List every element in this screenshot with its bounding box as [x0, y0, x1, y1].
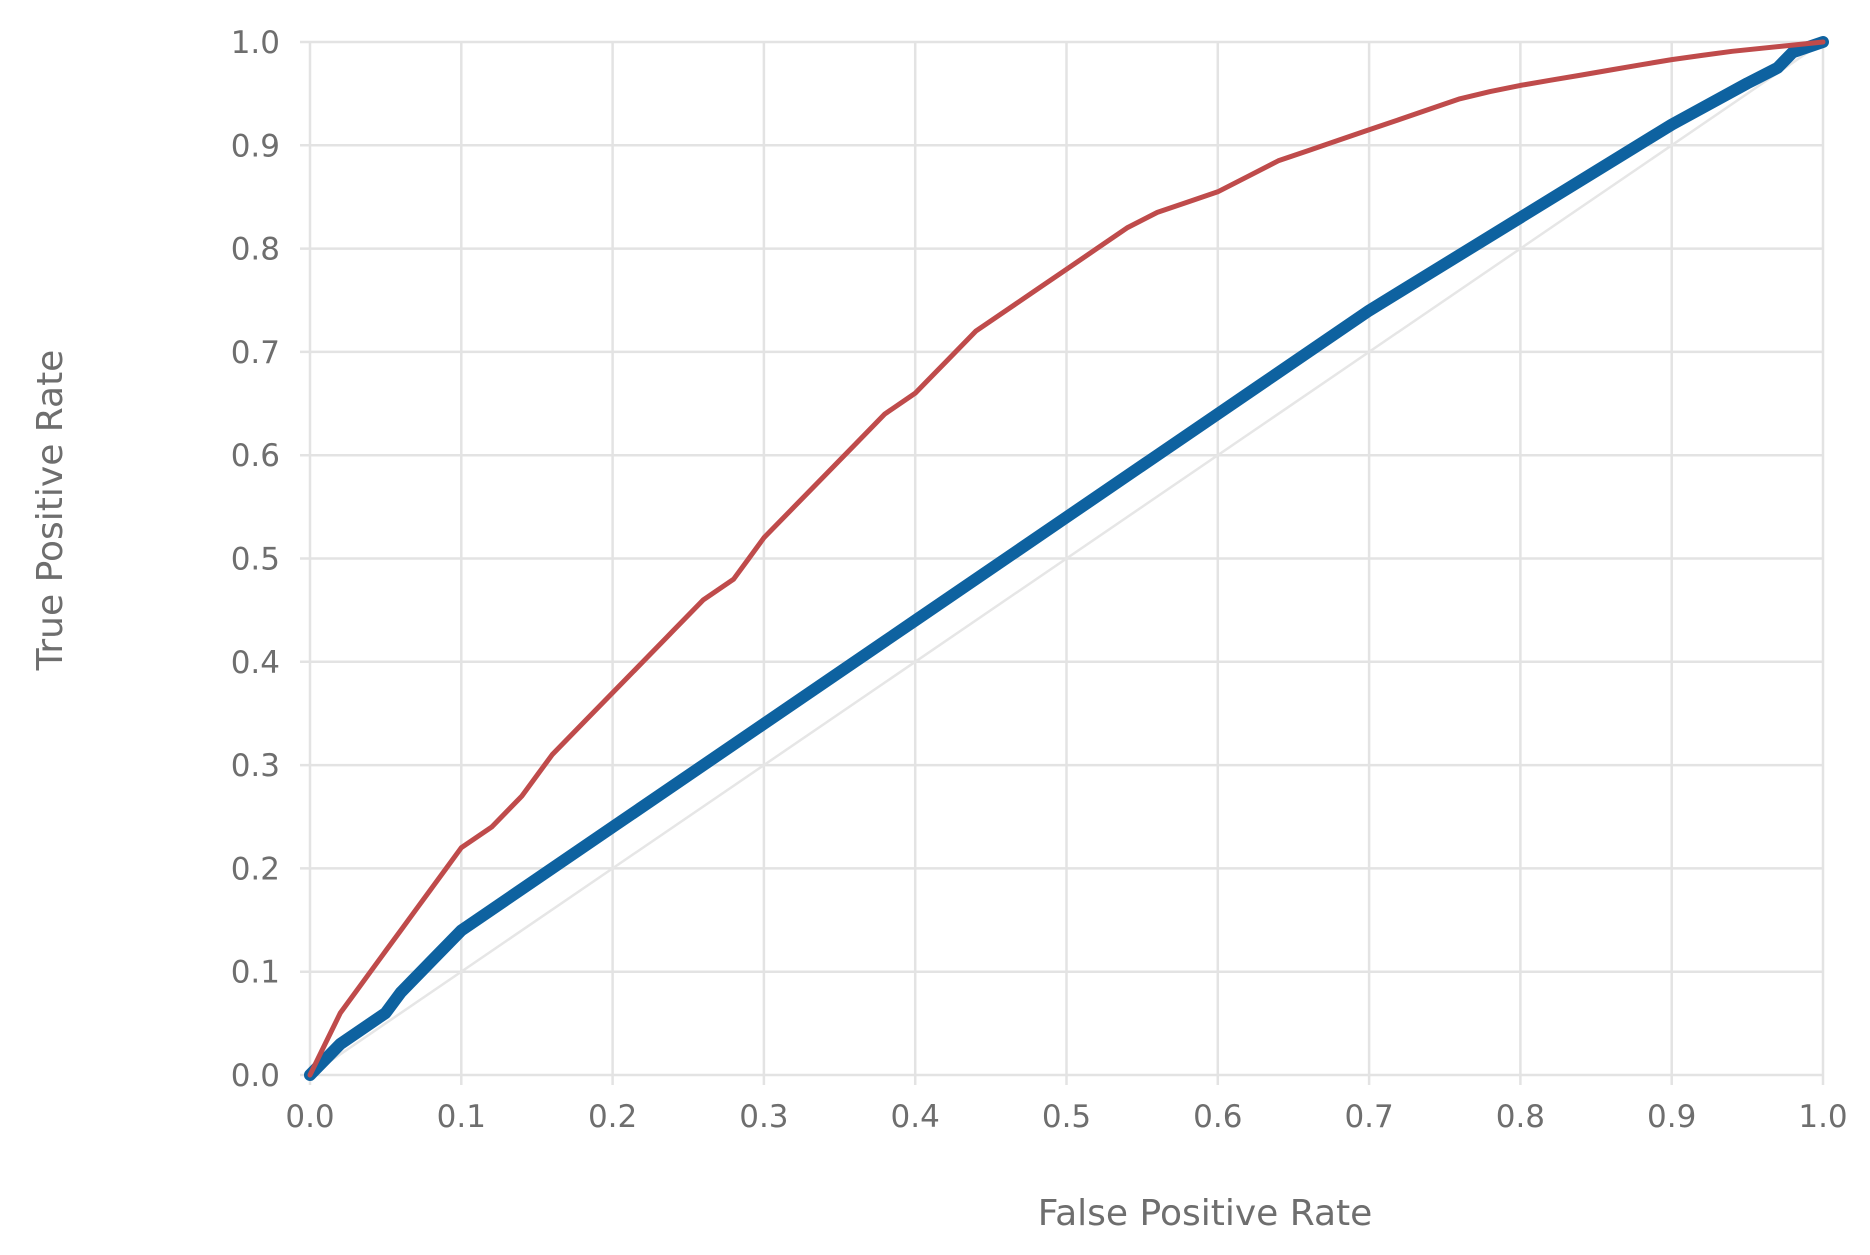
y-axis-ticks: 0.0 0.1 0.2 0.3 0.4 0.5 0.6 0.7 0.8 0.9 1.0 [231, 25, 280, 1094]
y-tick-label: 0.8 [231, 232, 280, 268]
y-tick-label: 0.1 [231, 955, 280, 991]
x-tick-label: 0.5 [1042, 1099, 1091, 1135]
grid [300, 40, 1825, 1085]
y-axis-title: True Positive Rate [30, 350, 71, 672]
y-tick-label: 0.2 [231, 851, 280, 887]
x-tick-label: 0.9 [1647, 1099, 1696, 1135]
x-axis-title: False Positive Rate [1038, 1193, 1373, 1234]
diagonal-reference-line [308, 40, 1825, 1077]
x-tick-label: 0.4 [891, 1099, 940, 1135]
x-tick-label: 1.0 [1798, 1099, 1847, 1135]
y-tick-label: 1.0 [231, 25, 280, 61]
x-tick-label: 0.8 [1496, 1099, 1545, 1135]
y-tick-label: 0.3 [231, 748, 280, 784]
x-tick-label: 0.0 [285, 1099, 334, 1135]
x-tick-label: 0.6 [1193, 1099, 1242, 1135]
x-tick-label: 0.2 [588, 1099, 637, 1135]
y-tick-label: 0.9 [231, 128, 280, 164]
y-tick-label: 0.5 [231, 542, 280, 578]
x-tick-label: 0.7 [1344, 1099, 1393, 1135]
red-roc-curve [307, 39, 1826, 1078]
y-tick-label: 0.0 [231, 1058, 280, 1094]
blue-roc-curve [304, 36, 1829, 1081]
y-tick-label: 0.6 [231, 438, 280, 474]
x-tick-label: 0.3 [739, 1099, 788, 1135]
series-layer [304, 36, 1829, 1081]
x-axis-ticks: 0.0 0.1 0.2 0.3 0.4 0.5 0.6 0.7 0.8 0.9 1.0 [285, 1099, 1847, 1135]
x-tick-label: 0.1 [437, 1099, 486, 1135]
y-tick-label: 0.7 [231, 335, 280, 371]
y-tick-label: 0.4 [231, 645, 280, 681]
